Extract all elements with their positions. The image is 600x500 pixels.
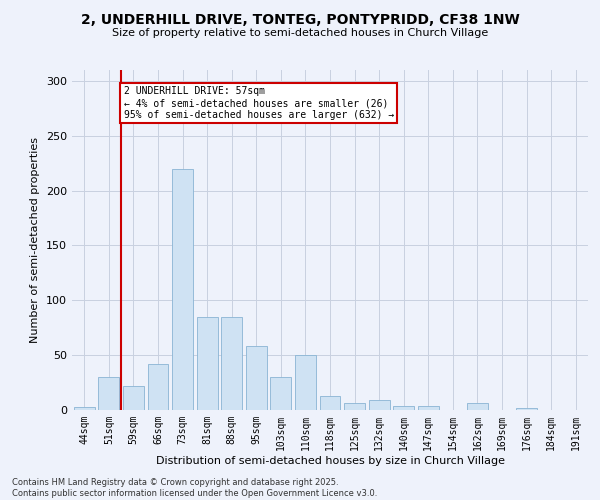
Bar xyxy=(344,404,365,410)
Bar xyxy=(368,400,389,410)
Bar xyxy=(246,346,267,410)
Text: Contains HM Land Registry data © Crown copyright and database right 2025.
Contai: Contains HM Land Registry data © Crown c… xyxy=(12,478,377,498)
Bar xyxy=(197,317,218,410)
Bar xyxy=(98,377,119,410)
Text: 2 UNDERHILL DRIVE: 57sqm
← 4% of semi-detached houses are smaller (26)
95% of se: 2 UNDERHILL DRIVE: 57sqm ← 4% of semi-de… xyxy=(124,86,394,120)
Bar xyxy=(516,408,537,410)
Bar xyxy=(320,396,340,410)
Bar xyxy=(172,168,193,410)
Bar xyxy=(221,317,242,410)
Text: Size of property relative to semi-detached houses in Church Village: Size of property relative to semi-detach… xyxy=(112,28,488,38)
Y-axis label: Number of semi-detached properties: Number of semi-detached properties xyxy=(31,137,40,343)
Bar xyxy=(148,364,169,410)
X-axis label: Distribution of semi-detached houses by size in Church Village: Distribution of semi-detached houses by … xyxy=(155,456,505,466)
Text: 2, UNDERHILL DRIVE, TONTEG, PONTYPRIDD, CF38 1NW: 2, UNDERHILL DRIVE, TONTEG, PONTYPRIDD, … xyxy=(80,12,520,26)
Bar xyxy=(74,406,95,410)
Bar xyxy=(418,406,439,410)
Bar xyxy=(393,406,414,410)
Bar xyxy=(123,386,144,410)
Bar xyxy=(271,377,292,410)
Bar xyxy=(295,355,316,410)
Bar xyxy=(467,404,488,410)
